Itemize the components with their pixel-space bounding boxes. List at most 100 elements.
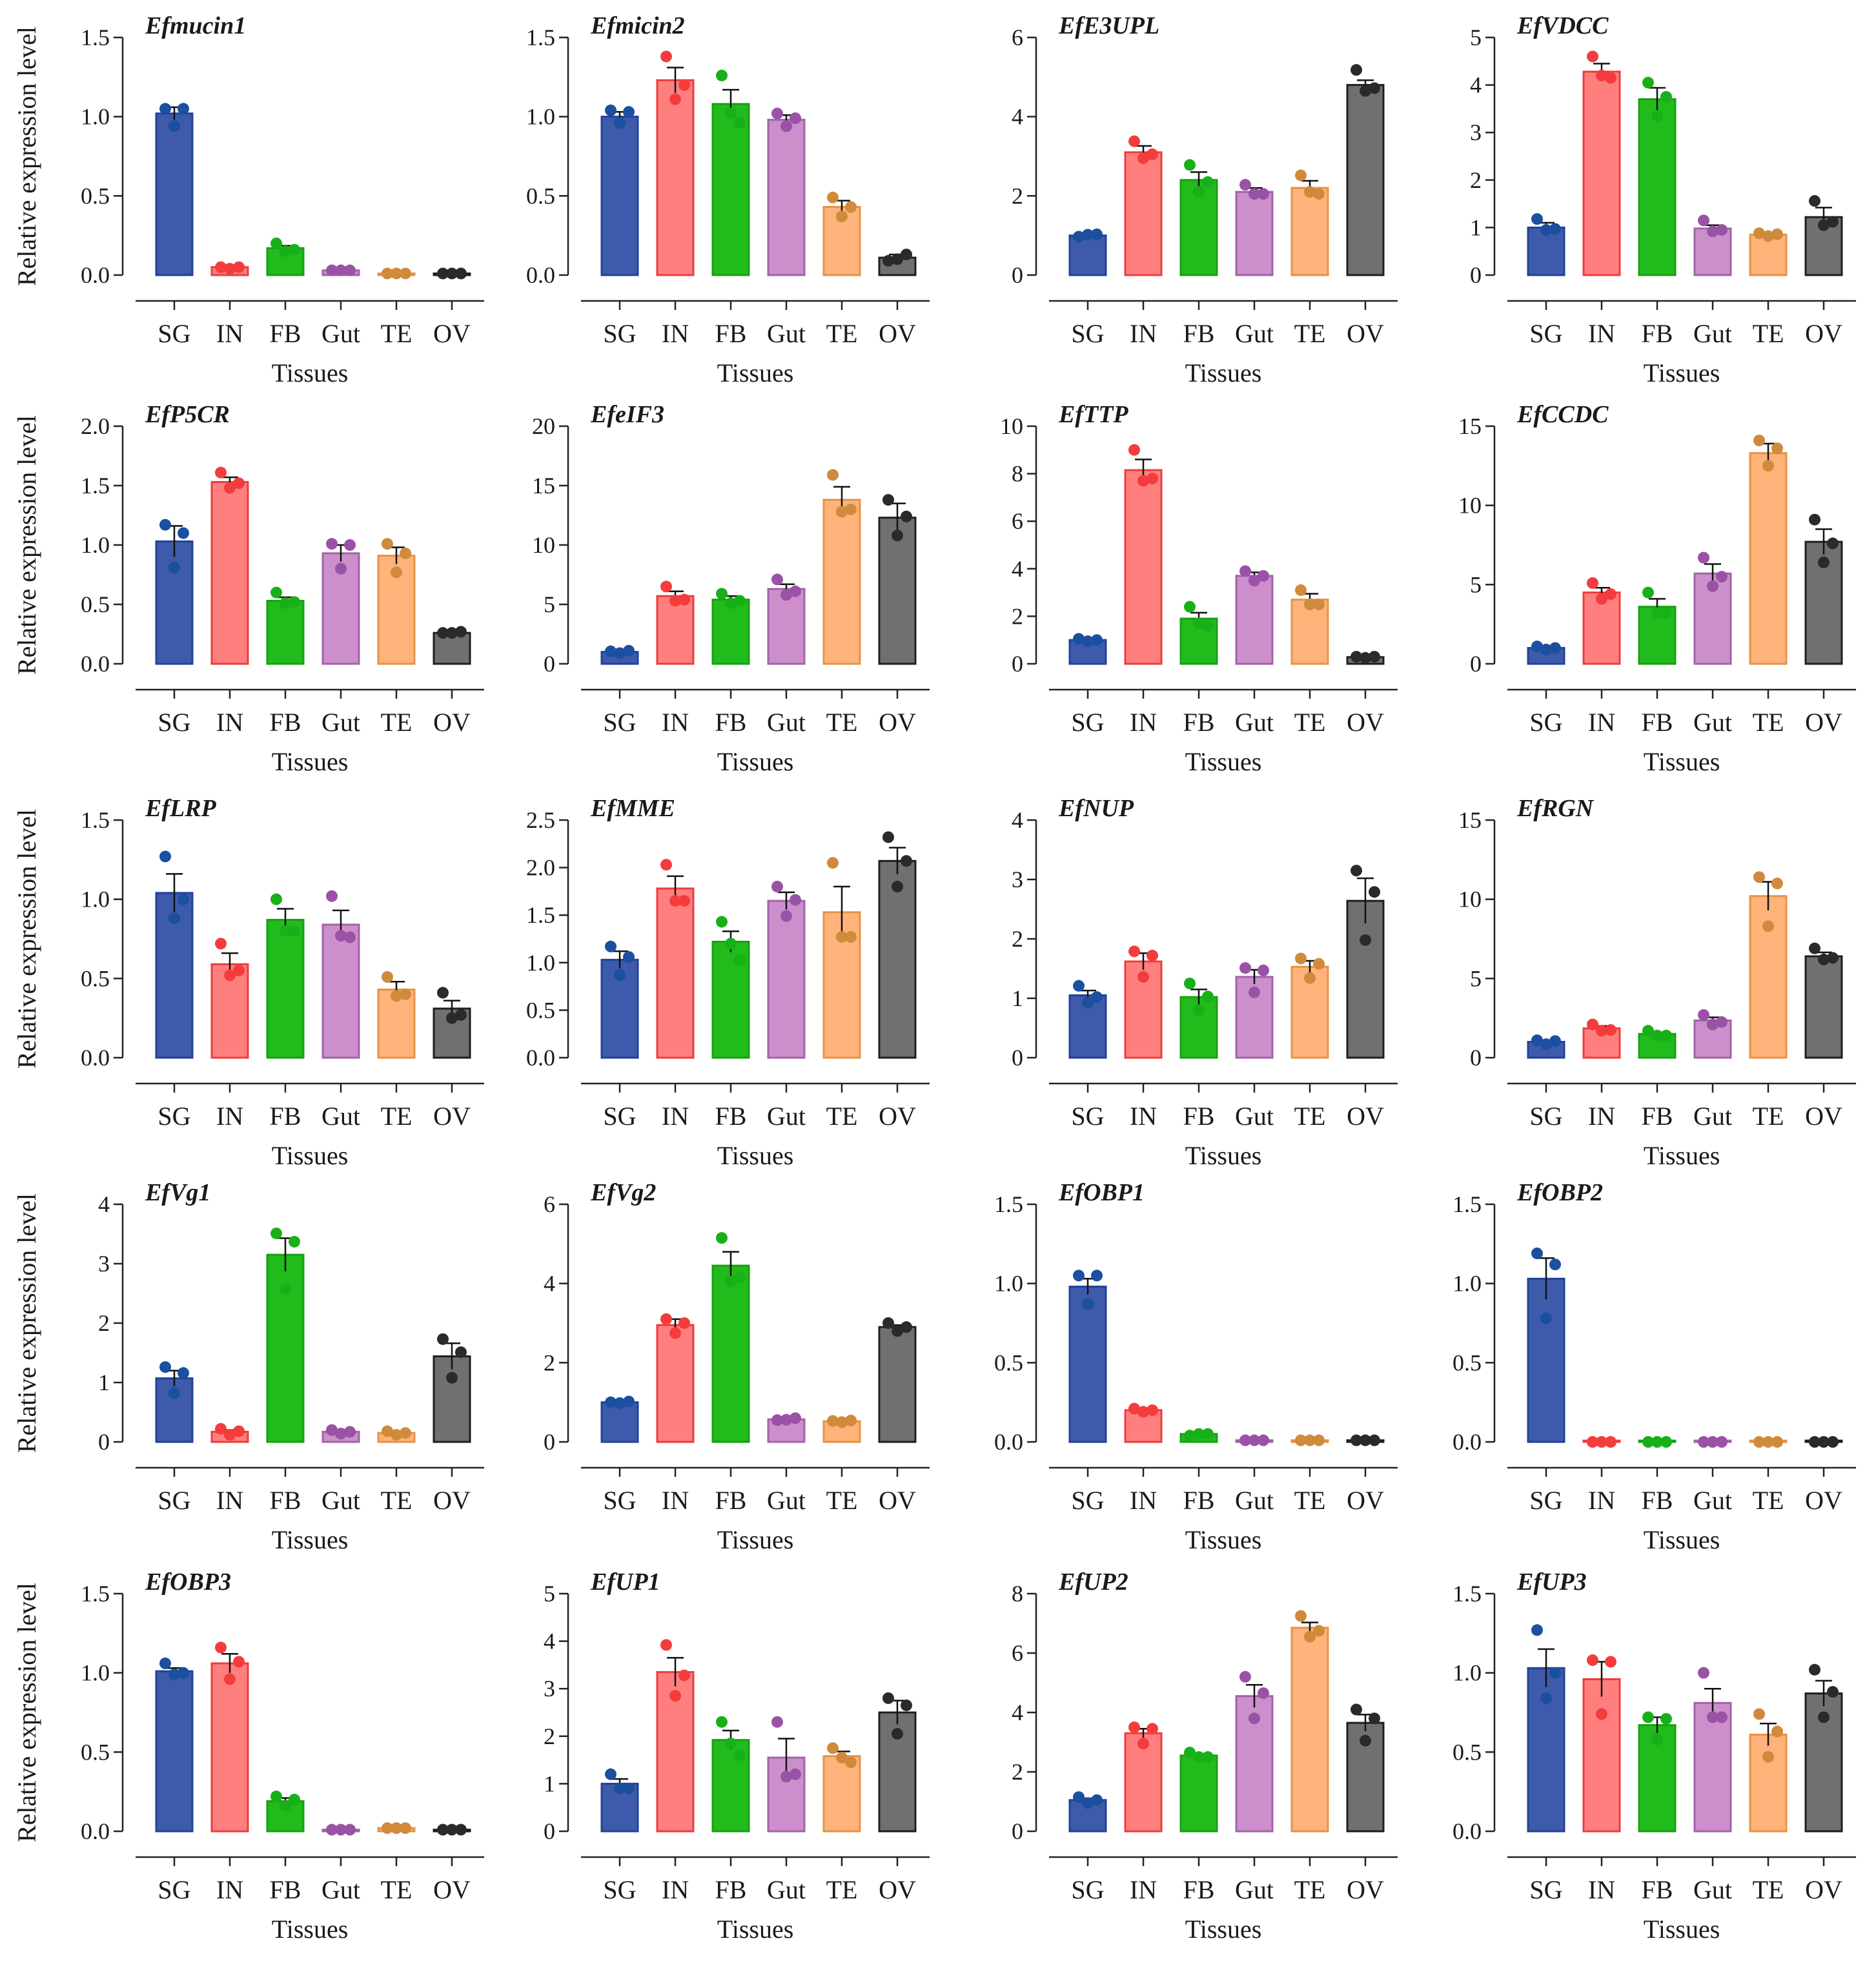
data-point-Gut: [1249, 1712, 1260, 1725]
data-point-OV: [892, 1325, 903, 1337]
data-point-FB: [1193, 1004, 1205, 1016]
chart-panel-EfRGN: EfRGN 0 5 10 15 SG IN FB Gut TE OV Tissues: [1458, 795, 1856, 1170]
data-point-OV: [455, 626, 467, 638]
y-tick-label: 0.5: [994, 1350, 1023, 1375]
y-tick-label: 5: [544, 591, 555, 617]
x-tick-label-SG: SG: [158, 319, 190, 348]
data-point-OV: [892, 253, 903, 265]
chart-title: EfUP3: [1516, 1568, 1587, 1596]
data-point-FB: [1651, 110, 1663, 122]
data-point-IN: [1587, 50, 1598, 63]
x-tick-label-IN: IN: [1130, 1102, 1157, 1131]
x-tick-label-SG: SG: [1529, 1486, 1562, 1515]
data-point-SG: [1082, 1298, 1094, 1310]
y-tick-label: 8: [1012, 461, 1023, 487]
data-point-Gut: [1698, 1436, 1709, 1448]
data-point-IN: [1587, 577, 1598, 589]
data-point-OV: [1369, 1712, 1380, 1725]
y-tick-label: 0: [1470, 262, 1482, 288]
data-point-Gut: [344, 1426, 356, 1438]
data-point-OV: [882, 1692, 894, 1704]
bar-OV: [1346, 899, 1385, 1059]
bar-FB: [1638, 98, 1677, 276]
data-point-FB: [1660, 607, 1672, 619]
data-point-OV: [446, 267, 458, 280]
bar-OV: [878, 859, 917, 1059]
x-axis-title: Tissues: [717, 1525, 794, 1554]
data-point-FB: [1193, 617, 1205, 630]
data-point-Gut: [1249, 1434, 1260, 1446]
x-tick-label-SG: SG: [1071, 708, 1104, 737]
x-tick-label-IN: IN: [1588, 1875, 1615, 1904]
y-tick-label: 0.5: [1453, 1350, 1482, 1375]
data-point-FB: [725, 107, 737, 119]
bar-TE: [822, 1755, 861, 1833]
data-point-TE: [1304, 186, 1316, 198]
x-tick-label-IN: IN: [662, 319, 689, 348]
data-point-TE: [1313, 599, 1325, 610]
data-point-OV: [1360, 1734, 1371, 1747]
data-point-IN: [1128, 945, 1140, 958]
x-tick-label-OV: OV: [1347, 319, 1384, 348]
data-point-Gut: [326, 1824, 338, 1836]
data-point-IN: [678, 895, 690, 907]
x-tick-label-SG: SG: [1529, 1875, 1562, 1904]
x-tick-label-SG: SG: [1529, 319, 1562, 348]
y-tick-label: 2: [98, 1310, 110, 1336]
x-tick-label-Gut: Gut: [1693, 1102, 1732, 1131]
data-point-TE: [1753, 227, 1765, 240]
data-point-FB: [270, 1228, 282, 1240]
data-point-FB: [270, 1791, 282, 1803]
data-point-FB: [1184, 978, 1196, 989]
data-point-Gut: [1258, 570, 1269, 582]
data-point-SG: [168, 120, 180, 132]
data-point-SG: [614, 1397, 626, 1409]
data-point-Gut: [790, 112, 801, 125]
bar-FB: [711, 1264, 750, 1443]
x-tick-label-TE: TE: [1753, 1102, 1784, 1131]
data-point-SG: [1091, 634, 1103, 646]
data-point-Gut: [335, 264, 347, 276]
y-tick-label: 0.5: [81, 183, 110, 209]
data-point-TE: [836, 1416, 848, 1428]
data-point-FB: [716, 1232, 728, 1244]
y-tick-label: 0: [98, 1429, 110, 1455]
data-point-Gut: [1707, 580, 1718, 592]
x-tick-label-TE: TE: [1294, 708, 1326, 737]
data-point-TE: [845, 1414, 857, 1426]
chart-title: EfLRP: [145, 795, 217, 822]
data-point-FB: [270, 893, 282, 905]
bar-OV: [1346, 84, 1385, 276]
chart-panel-Efmicin2: Efmicin2 0.0 0.5 1.0 1.5 SG IN FB Gut TE OV Tissues: [526, 12, 930, 387]
data-point-SG: [623, 106, 635, 118]
data-point-OV: [901, 855, 912, 867]
bar-TE: [822, 498, 861, 665]
chart-title: EfeIF3: [590, 401, 664, 428]
data-point-IN: [1596, 1025, 1607, 1037]
data-point-Gut: [1249, 188, 1260, 200]
data-point-IN: [1605, 588, 1616, 601]
data-point-Gut: [1707, 1436, 1718, 1448]
data-point-SG: [1549, 1667, 1561, 1679]
data-point-TE: [845, 503, 857, 515]
data-point-OV: [446, 1012, 458, 1024]
bar-SG: [155, 1670, 194, 1833]
chart-title: Efmucin1: [145, 12, 246, 39]
x-tick-label-OV: OV: [433, 708, 471, 737]
bar-Gut: [1235, 575, 1274, 665]
data-point-Gut: [1258, 1687, 1269, 1700]
x-tick-label-FB: FB: [1183, 1486, 1215, 1515]
data-point-Gut: [1249, 986, 1260, 998]
data-point-Gut: [326, 890, 338, 902]
data-point-IN: [669, 93, 681, 105]
x-tick-label-FB: FB: [715, 1486, 747, 1515]
data-point-TE: [1313, 1625, 1325, 1637]
data-point-TE: [1753, 871, 1765, 883]
y-tick-label: 3: [1012, 867, 1023, 892]
bar-Gut: [321, 923, 360, 1059]
data-point-TE: [827, 191, 839, 203]
data-point-FB: [1184, 1430, 1196, 1442]
data-point-IN: [678, 593, 690, 606]
data-point-Gut: [326, 264, 338, 276]
bar-Gut: [767, 119, 806, 276]
